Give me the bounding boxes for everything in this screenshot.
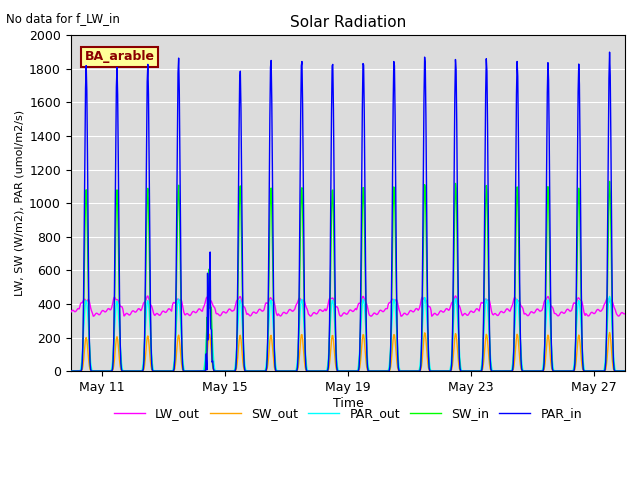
PAR_in [605, 49, 613, 55]
SW_in [605, 179, 613, 184]
X-axis label: Time: Time [333, 396, 364, 409]
SW_out [67, 368, 75, 374]
PAR_in [515, 130, 522, 136]
Text: No data for f_LW_in: No data for f_LW_in [6, 12, 120, 25]
Legend: LW_out, SW_out, PAR_out, SW_in, PAR_in: LW_out, SW_out, PAR_out, SW_in, PAR_in [109, 402, 587, 425]
PAR_out [515, 304, 522, 310]
PAR_in [269, 170, 276, 176]
SW_in [67, 368, 75, 374]
LW_out [516, 300, 524, 305]
LW_out [381, 307, 388, 312]
SW_in [298, 185, 306, 191]
LW_out [67, 310, 75, 315]
SW_in [621, 368, 629, 374]
SW_in [197, 368, 205, 374]
LW_out [452, 293, 460, 299]
SW_out [269, 344, 276, 349]
SW_out [605, 330, 613, 336]
Line: PAR_out: PAR_out [71, 297, 625, 371]
Line: SW_out: SW_out [71, 333, 625, 371]
PAR_out [298, 297, 306, 302]
LW_out [269, 297, 276, 303]
SW_out [298, 332, 306, 337]
SW_out [621, 368, 629, 374]
LW_out [298, 299, 306, 305]
Line: SW_in: SW_in [71, 181, 625, 371]
SW_in [381, 368, 388, 374]
PAR_in [298, 59, 306, 64]
PAR_in [87, 367, 95, 372]
PAR_out [67, 368, 75, 374]
Line: LW_out: LW_out [71, 296, 625, 316]
PAR_out [605, 294, 613, 300]
Text: BA_arable: BA_arable [84, 50, 155, 63]
PAR_in [621, 368, 629, 374]
PAR_in [197, 368, 205, 374]
LW_out [197, 308, 205, 313]
PAR_out [87, 360, 95, 365]
PAR_out [197, 368, 205, 374]
PAR_out [381, 368, 388, 374]
PAR_in [381, 368, 388, 374]
Line: PAR_in: PAR_in [71, 52, 625, 371]
SW_out [515, 339, 522, 345]
SW_in [515, 220, 522, 226]
PAR_in [67, 368, 75, 374]
SW_in [87, 366, 95, 372]
SW_in [269, 242, 276, 248]
LW_out [397, 313, 405, 319]
Title: Solar Radiation: Solar Radiation [290, 15, 406, 30]
Y-axis label: LW, SW (W/m2), PAR (umol/m2/s): LW, SW (W/m2), PAR (umol/m2/s) [15, 110, 25, 296]
SW_out [197, 368, 205, 374]
LW_out [621, 311, 629, 316]
SW_out [87, 368, 95, 373]
PAR_out [621, 368, 629, 374]
LW_out [87, 305, 95, 311]
PAR_out [269, 309, 276, 315]
SW_out [381, 368, 388, 374]
